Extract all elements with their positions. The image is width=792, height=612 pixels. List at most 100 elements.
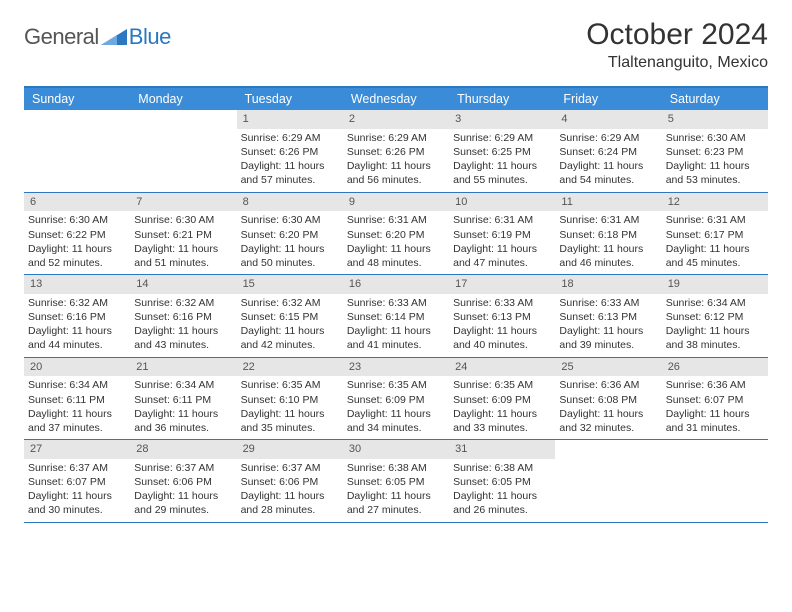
sunrise-line: Sunrise: 6:36 AM <box>666 378 764 392</box>
sunset-line: Sunset: 6:25 PM <box>453 145 551 159</box>
calendar-day-cell: 8Sunrise: 6:30 AMSunset: 6:20 PMDaylight… <box>237 193 343 275</box>
sunrise-line: Sunrise: 6:33 AM <box>347 296 445 310</box>
weekday-header: Tuesday <box>237 88 343 110</box>
daylight-line: Daylight: 11 hours and 36 minutes. <box>134 407 232 435</box>
sunrise-line: Sunrise: 6:34 AM <box>134 378 232 392</box>
calendar-empty-cell: . <box>24 110 130 192</box>
calendar-week-row: ..1Sunrise: 6:29 AMSunset: 6:26 PMDaylig… <box>24 110 768 193</box>
sunset-line: Sunset: 6:20 PM <box>241 228 339 242</box>
brand-logo: General Blue <box>24 18 171 50</box>
sunrise-line: Sunrise: 6:38 AM <box>453 461 551 475</box>
sunrise-line: Sunrise: 6:35 AM <box>453 378 551 392</box>
daylight-line: Daylight: 11 hours and 37 minutes. <box>28 407 126 435</box>
sunset-line: Sunset: 6:06 PM <box>134 475 232 489</box>
sunrise-line: Sunrise: 6:38 AM <box>347 461 445 475</box>
day-body: Sunrise: 6:30 AMSunset: 6:20 PMDaylight:… <box>237 211 343 274</box>
sunrise-line: Sunrise: 6:37 AM <box>28 461 126 475</box>
sunset-line: Sunset: 6:18 PM <box>559 228 657 242</box>
sunrise-line: Sunrise: 6:30 AM <box>241 213 339 227</box>
sunrise-line: Sunrise: 6:34 AM <box>28 378 126 392</box>
sunrise-line: Sunrise: 6:31 AM <box>347 213 445 227</box>
day-number: 2 <box>343 110 449 129</box>
sunrise-line: Sunrise: 6:32 AM <box>28 296 126 310</box>
day-body: Sunrise: 6:30 AMSunset: 6:23 PMDaylight:… <box>662 129 768 192</box>
day-number: 6 <box>24 193 130 212</box>
day-body: Sunrise: 6:30 AMSunset: 6:21 PMDaylight:… <box>130 211 236 274</box>
day-number: 17 <box>449 275 555 294</box>
day-number: 9 <box>343 193 449 212</box>
calendar-day-cell: 7Sunrise: 6:30 AMSunset: 6:21 PMDaylight… <box>130 193 236 275</box>
calendar-week-row: 20Sunrise: 6:34 AMSunset: 6:11 PMDayligh… <box>24 358 768 441</box>
day-body: Sunrise: 6:31 AMSunset: 6:17 PMDaylight:… <box>662 211 768 274</box>
day-body: Sunrise: 6:37 AMSunset: 6:07 PMDaylight:… <box>24 459 130 522</box>
day-number: 14 <box>130 275 236 294</box>
sunrise-line: Sunrise: 6:32 AM <box>241 296 339 310</box>
weekday-header: Saturday <box>662 88 768 110</box>
day-number: 11 <box>555 193 661 212</box>
day-body: Sunrise: 6:31 AMSunset: 6:19 PMDaylight:… <box>449 211 555 274</box>
calendar-day-cell: 26Sunrise: 6:36 AMSunset: 6:07 PMDayligh… <box>662 358 768 440</box>
brand-part2: Blue <box>129 24 171 50</box>
sunset-line: Sunset: 6:20 PM <box>347 228 445 242</box>
sunset-line: Sunset: 6:13 PM <box>453 310 551 324</box>
day-body: Sunrise: 6:37 AMSunset: 6:06 PMDaylight:… <box>237 459 343 522</box>
day-number: 20 <box>24 358 130 377</box>
day-body: Sunrise: 6:33 AMSunset: 6:14 PMDaylight:… <box>343 294 449 357</box>
daylight-line: Daylight: 11 hours and 38 minutes. <box>666 324 764 352</box>
day-number: 23 <box>343 358 449 377</box>
sunrise-line: Sunrise: 6:29 AM <box>453 131 551 145</box>
calendar-day-cell: 9Sunrise: 6:31 AMSunset: 6:20 PMDaylight… <box>343 193 449 275</box>
calendar-day-cell: 19Sunrise: 6:34 AMSunset: 6:12 PMDayligh… <box>662 275 768 357</box>
calendar-day-cell: 23Sunrise: 6:35 AMSunset: 6:09 PMDayligh… <box>343 358 449 440</box>
daylight-line: Daylight: 11 hours and 29 minutes. <box>134 489 232 517</box>
day-number: 29 <box>237 440 343 459</box>
sunrise-line: Sunrise: 6:30 AM <box>666 131 764 145</box>
sunrise-line: Sunrise: 6:31 AM <box>666 213 764 227</box>
day-number: 7 <box>130 193 236 212</box>
sunset-line: Sunset: 6:05 PM <box>347 475 445 489</box>
day-body: Sunrise: 6:36 AMSunset: 6:07 PMDaylight:… <box>662 376 768 439</box>
day-number: 3 <box>449 110 555 129</box>
calendar-day-cell: 20Sunrise: 6:34 AMSunset: 6:11 PMDayligh… <box>24 358 130 440</box>
calendar-day-cell: 6Sunrise: 6:30 AMSunset: 6:22 PMDaylight… <box>24 193 130 275</box>
day-body: Sunrise: 6:34 AMSunset: 6:12 PMDaylight:… <box>662 294 768 357</box>
calendar-day-cell: 21Sunrise: 6:34 AMSunset: 6:11 PMDayligh… <box>130 358 236 440</box>
calendar-day-cell: 13Sunrise: 6:32 AMSunset: 6:16 PMDayligh… <box>24 275 130 357</box>
calendar-empty-cell: . <box>130 110 236 192</box>
header-region: General Blue October 2024 Tlaltenanguito… <box>24 18 768 72</box>
sunrise-line: Sunrise: 6:35 AM <box>241 378 339 392</box>
calendar-day-cell: 25Sunrise: 6:36 AMSunset: 6:08 PMDayligh… <box>555 358 661 440</box>
sunrise-line: Sunrise: 6:29 AM <box>347 131 445 145</box>
sunset-line: Sunset: 6:17 PM <box>666 228 764 242</box>
calendar-day-cell: 24Sunrise: 6:35 AMSunset: 6:09 PMDayligh… <box>449 358 555 440</box>
calendar-day-cell: 1Sunrise: 6:29 AMSunset: 6:26 PMDaylight… <box>237 110 343 192</box>
day-body: Sunrise: 6:32 AMSunset: 6:16 PMDaylight:… <box>130 294 236 357</box>
sunset-line: Sunset: 6:12 PM <box>666 310 764 324</box>
sunrise-line: Sunrise: 6:36 AM <box>559 378 657 392</box>
day-number: 28 <box>130 440 236 459</box>
calendar-day-cell: 5Sunrise: 6:30 AMSunset: 6:23 PMDaylight… <box>662 110 768 192</box>
day-number: 21 <box>130 358 236 377</box>
sunset-line: Sunset: 6:11 PM <box>28 393 126 407</box>
daylight-line: Daylight: 11 hours and 27 minutes. <box>347 489 445 517</box>
sunset-line: Sunset: 6:13 PM <box>559 310 657 324</box>
daylight-line: Daylight: 11 hours and 42 minutes. <box>241 324 339 352</box>
daylight-line: Daylight: 11 hours and 52 minutes. <box>28 242 126 270</box>
day-body: Sunrise: 6:31 AMSunset: 6:20 PMDaylight:… <box>343 211 449 274</box>
calendar-grid: SundayMondayTuesdayWednesdayThursdayFrid… <box>24 86 768 523</box>
calendar-day-cell: 15Sunrise: 6:32 AMSunset: 6:15 PMDayligh… <box>237 275 343 357</box>
weekday-header: Thursday <box>449 88 555 110</box>
sunset-line: Sunset: 6:23 PM <box>666 145 764 159</box>
daylight-line: Daylight: 11 hours and 30 minutes. <box>28 489 126 517</box>
sunrise-line: Sunrise: 6:29 AM <box>559 131 657 145</box>
sunrise-line: Sunrise: 6:30 AM <box>134 213 232 227</box>
day-body: Sunrise: 6:29 AMSunset: 6:26 PMDaylight:… <box>237 129 343 192</box>
sunset-line: Sunset: 6:08 PM <box>559 393 657 407</box>
day-number: 27 <box>24 440 130 459</box>
sunset-line: Sunset: 6:24 PM <box>559 145 657 159</box>
month-title: October 2024 <box>586 18 768 52</box>
daylight-line: Daylight: 11 hours and 56 minutes. <box>347 159 445 187</box>
sunrise-line: Sunrise: 6:32 AM <box>134 296 232 310</box>
daylight-line: Daylight: 11 hours and 51 minutes. <box>134 242 232 270</box>
calendar-day-cell: 22Sunrise: 6:35 AMSunset: 6:10 PMDayligh… <box>237 358 343 440</box>
